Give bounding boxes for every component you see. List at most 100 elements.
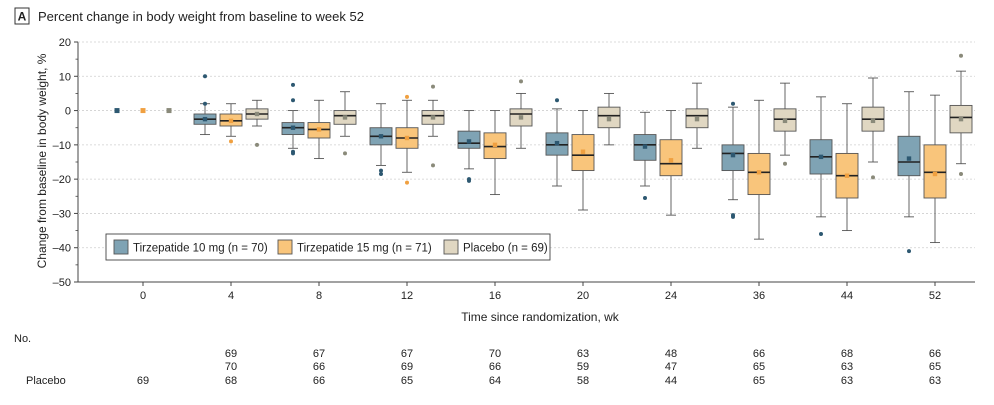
chart-title: Percent change in body weight from basel… xyxy=(38,9,364,24)
table-cell: 66 xyxy=(929,348,941,360)
table-cell: 65 xyxy=(753,361,765,373)
outlier-point xyxy=(959,53,963,58)
x-tick-label: 0 xyxy=(140,290,146,302)
box xyxy=(721,144,745,172)
panel-letter-box xyxy=(14,7,30,25)
y-axis-label: Change from baseline in body weight, % xyxy=(35,53,49,268)
outlier-point xyxy=(229,139,233,144)
series-placebo xyxy=(166,53,973,180)
mean-marker xyxy=(668,158,674,163)
mean-marker xyxy=(958,116,964,122)
legend-swatch-tirz10 xyxy=(113,239,129,255)
mean-marker xyxy=(342,115,348,120)
panel-header: A Percent change in body weight from bas… xyxy=(14,7,364,25)
table-cell: 59 xyxy=(577,361,589,373)
panel-letter: A xyxy=(18,10,27,24)
mean-marker xyxy=(492,142,498,148)
mean-marker xyxy=(554,140,560,146)
outlier-point xyxy=(431,163,435,168)
outlier-point xyxy=(555,98,559,103)
mean-marker xyxy=(228,118,234,124)
table-cell: 65 xyxy=(929,361,941,373)
mean-marker xyxy=(756,170,762,175)
outlier-point xyxy=(643,196,647,200)
mean-marker xyxy=(870,118,876,124)
x-tick-label: 8 xyxy=(316,290,322,302)
table-cell: 68 xyxy=(841,348,853,360)
mean-marker xyxy=(844,173,850,178)
table-cell: 68 xyxy=(225,375,237,387)
y-tick-label: –10 xyxy=(53,140,71,152)
table-cell: 66 xyxy=(489,361,501,373)
table-cell: 69 xyxy=(401,361,413,373)
outlier-point xyxy=(405,180,409,185)
table-cell: 65 xyxy=(753,375,765,387)
mean-marker xyxy=(466,139,472,144)
table-cell: 58 xyxy=(577,375,589,387)
mean-marker xyxy=(378,134,384,139)
outlier-point xyxy=(731,101,735,106)
table-cell: 66 xyxy=(313,361,325,373)
table-header: No. xyxy=(14,333,31,345)
outlier-point xyxy=(203,74,207,79)
table-cell: 69 xyxy=(225,348,237,360)
table-cell: 67 xyxy=(313,348,325,360)
y-tick-label: 20 xyxy=(59,37,71,49)
y-tick-label: –50 xyxy=(53,277,71,289)
outlier-point xyxy=(431,84,435,89)
y-tick-label: –30 xyxy=(53,208,71,220)
mean-marker xyxy=(730,152,736,158)
legend-label-tirz15: Tirzepatide 15 mg (n = 71) xyxy=(297,243,432,255)
outlier-point xyxy=(819,232,823,236)
y-tick-label: 0 xyxy=(65,106,71,118)
mean-marker xyxy=(906,156,912,161)
y-tick-label: –20 xyxy=(53,174,71,186)
x-tick-label: 16 xyxy=(489,290,501,302)
outlier-point xyxy=(731,214,735,219)
x-tick-label: 44 xyxy=(841,290,853,302)
table-cell: 64 xyxy=(489,375,501,387)
mean-marker xyxy=(166,108,172,114)
mean-marker xyxy=(642,144,648,149)
outlier-point xyxy=(467,178,471,183)
outlier-point xyxy=(343,151,347,156)
outlier-point xyxy=(379,172,383,176)
table-cell: 47 xyxy=(665,361,677,373)
table-cell: 69 xyxy=(137,375,149,387)
box xyxy=(923,144,947,199)
table-cell: 70 xyxy=(225,361,237,373)
box xyxy=(659,139,683,177)
x-axis-label: Time since randomization, wk xyxy=(461,310,620,324)
outlier-point xyxy=(519,79,523,84)
y-tick-label: –40 xyxy=(53,243,71,255)
legend-label-tirz10: Tirzepatide 10 mg (n = 70) xyxy=(133,243,268,255)
outlier-point xyxy=(959,172,963,176)
mean-marker xyxy=(404,135,410,141)
mean-marker xyxy=(694,116,700,122)
mean-marker xyxy=(932,171,938,177)
table-cell: 70 xyxy=(489,348,501,360)
plot-area: 20 10 0 –10 –20 –30 –40 –50 0 4 8 12 16 20 24 36 44 52 xyxy=(53,37,975,302)
outlier-point xyxy=(405,94,409,99)
mean-marker xyxy=(254,111,260,117)
x-tick-label: 12 xyxy=(401,290,413,302)
series-tirz10 xyxy=(114,74,921,254)
table-cell: 63 xyxy=(841,361,853,373)
table-cell: 48 xyxy=(665,348,677,360)
outlier-point xyxy=(907,249,911,254)
x-tick-label: 24 xyxy=(665,290,677,302)
mean-marker xyxy=(430,115,436,120)
legend-frame xyxy=(105,233,551,261)
outlier-point xyxy=(291,151,295,156)
series-tirz15 xyxy=(140,94,947,244)
mean-marker xyxy=(518,115,524,120)
x-tick-label: 20 xyxy=(577,290,589,302)
outlier-point xyxy=(783,161,787,166)
mean-marker xyxy=(782,118,788,124)
mean-marker xyxy=(140,108,146,114)
legend-swatch-tirz15 xyxy=(277,239,293,255)
table-cell: 66 xyxy=(313,375,325,387)
mean-marker xyxy=(202,116,208,122)
